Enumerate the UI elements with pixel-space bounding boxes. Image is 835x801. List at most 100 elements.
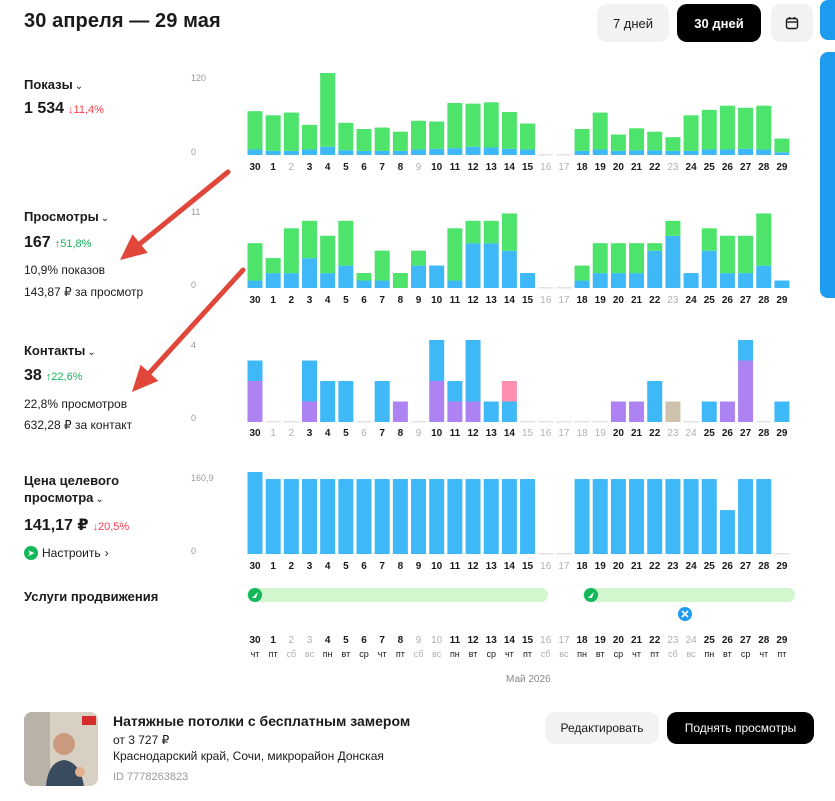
- bar-segment[interactable]: [629, 243, 645, 274]
- bar-segment[interactable]: [247, 360, 263, 382]
- bar-segment[interactable]: [501, 479, 517, 554]
- bar-segment[interactable]: [320, 381, 336, 422]
- bar-segment[interactable]: [774, 401, 790, 423]
- bar-segment[interactable]: [629, 401, 645, 423]
- bar-segment[interactable]: [374, 280, 390, 288]
- bar-segment[interactable]: [338, 150, 354, 155]
- listing-photo[interactable]: [24, 712, 98, 786]
- bar-segment[interactable]: [665, 401, 681, 423]
- views-metric-toggle[interactable]: Просмотры ⌄: [24, 208, 109, 227]
- bar-segment[interactable]: [265, 479, 281, 554]
- bar-segment[interactable]: [501, 213, 517, 251]
- bar-segment[interactable]: [574, 280, 590, 288]
- listing-title[interactable]: Натяжные потолки с бесплатным замером: [113, 713, 411, 729]
- bar-segment[interactable]: [483, 102, 499, 148]
- raise-views-button[interactable]: Поднять просмотры: [667, 712, 814, 744]
- period-30-days-button[interactable]: 30 дней: [677, 4, 761, 42]
- bar-segment[interactable]: [592, 149, 608, 155]
- bar-segment[interactable]: [374, 479, 390, 554]
- bar-segment[interactable]: [247, 149, 263, 155]
- bar-segment[interactable]: [574, 129, 590, 151]
- bar-segment[interactable]: [465, 243, 481, 288]
- bar-segment[interactable]: [392, 479, 408, 554]
- bar-segment[interactable]: [429, 265, 445, 288]
- bar-segment[interactable]: [701, 149, 717, 155]
- bar-segment[interactable]: [302, 360, 318, 402]
- right-tab-side[interactable]: [820, 52, 835, 298]
- bar-segment[interactable]: [283, 112, 299, 151]
- calendar-button[interactable]: [771, 4, 813, 42]
- bar-segment[interactable]: [592, 243, 608, 274]
- bar-segment[interactable]: [719, 510, 735, 554]
- bar-segment[interactable]: [283, 228, 299, 274]
- bar-segment[interactable]: [738, 148, 754, 155]
- bar-segment[interactable]: [483, 220, 499, 244]
- shows-metric-toggle[interactable]: Показы ⌄: [24, 76, 83, 95]
- bar-segment[interactable]: [647, 250, 663, 288]
- bar-segment[interactable]: [447, 228, 463, 281]
- bar-segment[interactable]: [701, 250, 717, 288]
- bar-segment[interactable]: [756, 149, 772, 155]
- bar-segment[interactable]: [247, 472, 263, 554]
- bar-segment[interactable]: [610, 479, 626, 554]
- bar-segment[interactable]: [683, 479, 699, 554]
- bar-segment[interactable]: [392, 131, 408, 151]
- bar-segment[interactable]: [320, 273, 336, 288]
- bar-segment[interactable]: [356, 280, 372, 288]
- bar-segment[interactable]: [465, 401, 481, 423]
- bar-segment[interactable]: [247, 381, 263, 422]
- bar-segment[interactable]: [374, 250, 390, 281]
- bar-segment[interactable]: [629, 273, 645, 288]
- bar-segment[interactable]: [247, 243, 263, 281]
- bar-segment[interactable]: [520, 123, 536, 150]
- bar-segment[interactable]: [338, 381, 354, 422]
- bar-segment[interactable]: [610, 243, 626, 274]
- bar-segment[interactable]: [701, 109, 717, 150]
- bar-segment[interactable]: [610, 273, 626, 288]
- bar-segment[interactable]: [302, 401, 318, 423]
- bar-segment[interactable]: [665, 479, 681, 554]
- bar-segment[interactable]: [447, 401, 463, 423]
- bar-segment[interactable]: [447, 381, 463, 402]
- bar-segment[interactable]: [356, 479, 372, 554]
- bar-segment[interactable]: [429, 148, 445, 155]
- bar-segment[interactable]: [247, 280, 263, 288]
- bar-segment[interactable]: [320, 235, 336, 274]
- bar-segment[interactable]: [738, 107, 754, 149]
- bar-segment[interactable]: [665, 150, 681, 155]
- bar-segment[interactable]: [756, 265, 772, 288]
- bar-segment[interactable]: [465, 340, 481, 402]
- bar-segment[interactable]: [701, 479, 717, 554]
- bar-segment[interactable]: [738, 235, 754, 274]
- bar-segment[interactable]: [701, 228, 717, 251]
- bar-segment[interactable]: [374, 150, 390, 155]
- bar-segment[interactable]: [719, 401, 735, 423]
- bar-segment[interactable]: [320, 146, 336, 155]
- bar-segment[interactable]: [701, 401, 717, 423]
- bar-segment[interactable]: [247, 111, 263, 150]
- bar-segment[interactable]: [501, 381, 517, 402]
- bar-segment[interactable]: [338, 220, 354, 266]
- bar-segment[interactable]: [447, 479, 463, 554]
- bar-segment[interactable]: [610, 150, 626, 155]
- bar-segment[interactable]: [374, 127, 390, 151]
- bar-segment[interactable]: [501, 111, 517, 149]
- price-metric-toggle[interactable]: Цена целевого просмотра ⌄: [24, 472, 119, 508]
- bar-segment[interactable]: [265, 150, 281, 155]
- bar-segment[interactable]: [338, 479, 354, 554]
- bar-segment[interactable]: [738, 340, 754, 361]
- bar-segment[interactable]: [592, 112, 608, 150]
- bar-segment[interactable]: [738, 273, 754, 288]
- bar-segment[interactable]: [738, 479, 754, 554]
- contacts-metric-toggle[interactable]: Контакты ⌄: [24, 342, 96, 361]
- bar-segment[interactable]: [465, 479, 481, 554]
- bar-segment[interactable]: [302, 258, 318, 288]
- bar-segment[interactable]: [302, 124, 318, 150]
- bar-segment[interactable]: [447, 148, 463, 155]
- bar-segment[interactable]: [411, 479, 427, 554]
- bar-segment[interactable]: [610, 401, 626, 423]
- bar-segment[interactable]: [302, 220, 318, 259]
- bar-segment[interactable]: [429, 340, 445, 381]
- bar-segment[interactable]: [719, 105, 735, 150]
- bar-segment[interactable]: [483, 147, 499, 155]
